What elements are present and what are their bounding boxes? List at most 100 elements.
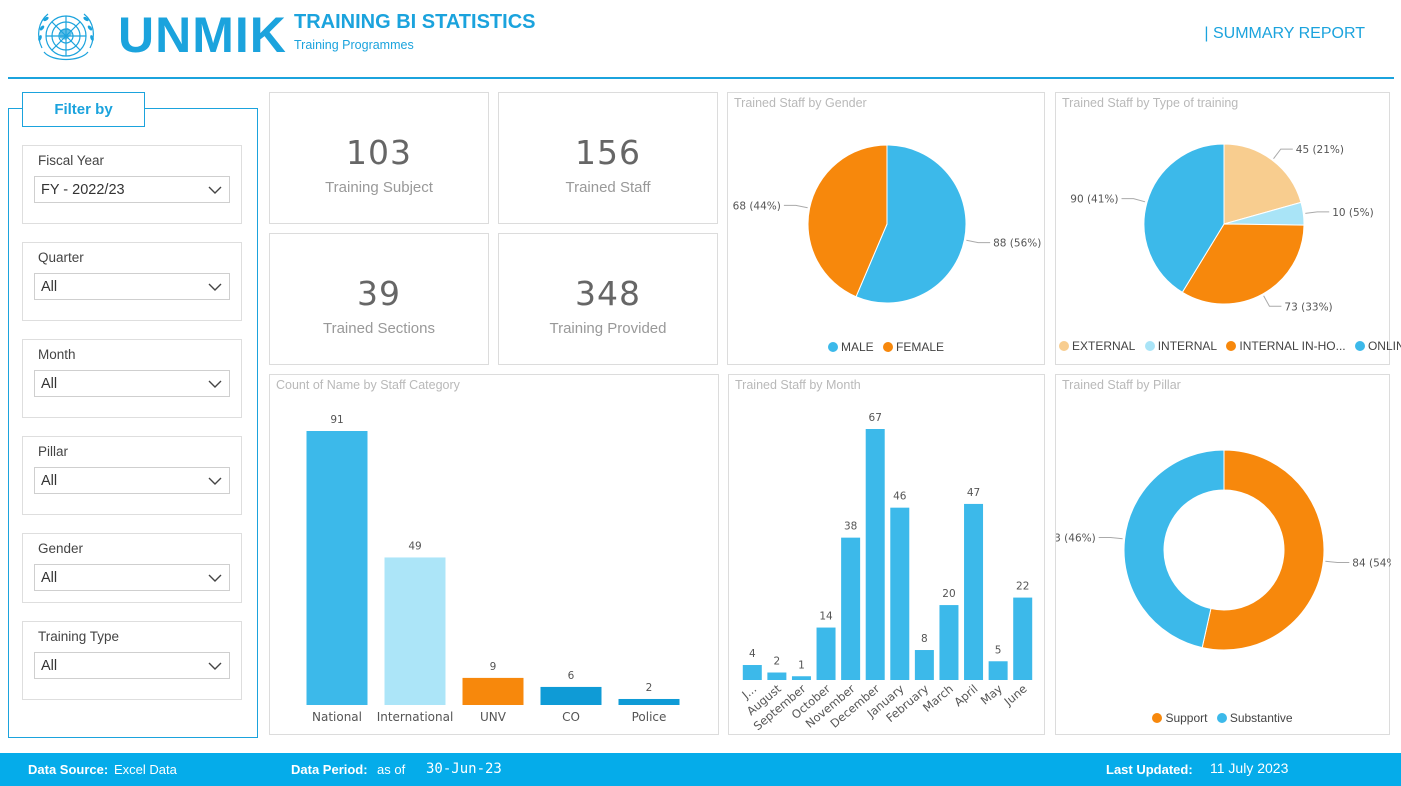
legend-item[interactable]: FEMALE bbox=[883, 340, 944, 354]
leader-line bbox=[1273, 148, 1293, 159]
pillar-dropdown[interactable]: All bbox=[34, 467, 230, 494]
chevron-down-icon bbox=[208, 380, 222, 388]
legend-item[interactable]: ONLINE bbox=[1354, 339, 1401, 353]
gender-pie-card[interactable]: Trained Staff by Gender 88 (56%) 68 (44%)… bbox=[727, 92, 1045, 365]
kpi-card-trained-staff[interactable]: 156 Trained Staff bbox=[498, 92, 718, 224]
header: UNMIK TRAINING BI STATISTICS Training Pr… bbox=[0, 0, 1401, 80]
legend-item[interactable]: Substantive bbox=[1216, 711, 1293, 725]
slicer-value: All bbox=[41, 570, 58, 586]
training-type-pie-card[interactable]: Trained Staff by Type of training 45 (21… bbox=[1055, 92, 1401, 366]
pie-slice-substantive[interactable] bbox=[1123, 449, 1225, 649]
slicer-label: Pillar bbox=[38, 444, 69, 459]
bar-june[interactable] bbox=[1013, 597, 1033, 680]
header-divider bbox=[8, 77, 1394, 79]
quarter-dropdown[interactable]: All bbox=[34, 273, 230, 300]
gender-dropdown[interactable]: All bbox=[34, 564, 230, 591]
leader-line bbox=[1263, 295, 1282, 307]
pie-slice-female[interactable] bbox=[807, 144, 888, 298]
chevron-down-icon bbox=[208, 574, 222, 582]
bar-police[interactable] bbox=[618, 698, 680, 705]
bar-august[interactable] bbox=[767, 672, 787, 680]
pie-slice-male[interactable] bbox=[855, 144, 967, 304]
slicer-label: Gender bbox=[38, 541, 84, 556]
legend-label: Support bbox=[1165, 711, 1208, 725]
training-type-slicer: Training Type All bbox=[22, 621, 242, 700]
month-bar-card[interactable]: Trained Staff by Month 4 J... 2 August 1 Sept… bbox=[728, 374, 1045, 735]
chevron-down-icon bbox=[208, 186, 222, 194]
bar-september[interactable] bbox=[791, 676, 811, 680]
pie-slice-online[interactable] bbox=[1143, 143, 1225, 293]
pie-slice-internal-in-ho-[interactable] bbox=[1181, 223, 1305, 305]
bar-march[interactable] bbox=[939, 605, 959, 680]
legend-dot-icon bbox=[1216, 713, 1227, 723]
kpi-card-training-subject[interactable]: 103 Training Subject bbox=[269, 92, 489, 224]
slicer-value: FY - 2022/23 bbox=[41, 182, 125, 198]
staff-category-bar-card[interactable]: Count of Name by Staff Category 91 Nation… bbox=[269, 374, 719, 735]
leader-line bbox=[1325, 560, 1350, 564]
legend-item[interactable]: EXTERNAL bbox=[1059, 339, 1135, 353]
pie-slice-support[interactable] bbox=[1201, 449, 1325, 651]
month-dropdown[interactable]: All bbox=[34, 370, 230, 397]
legend-label: MALE bbox=[840, 340, 874, 354]
data-period-label: Data Period: bbox=[291, 762, 368, 777]
bar-unv[interactable] bbox=[462, 677, 524, 705]
legend-label: ONLINE bbox=[1367, 339, 1401, 353]
chart-title: Trained Staff by Month bbox=[735, 378, 861, 392]
training-type-pie-chart[interactable]: 45 (21%) 10 (5%) 73 (33%) 90 (41%) bbox=[1056, 93, 1391, 366]
legend-item[interactable]: MALE bbox=[827, 340, 874, 354]
tick-label: April bbox=[951, 682, 980, 710]
chart-legend: Support Substantive bbox=[1056, 711, 1389, 725]
chevron-down-icon bbox=[208, 283, 222, 291]
bar-october[interactable] bbox=[816, 627, 836, 680]
pie-slice-external[interactable] bbox=[1223, 143, 1302, 225]
tick-label: June bbox=[1001, 682, 1030, 709]
training-type-dropdown[interactable]: All bbox=[34, 652, 230, 679]
bar-j-[interactable] bbox=[742, 665, 762, 680]
legend-label: FEMALE bbox=[896, 340, 945, 354]
slicer-value: All bbox=[41, 473, 58, 489]
last-updated-value: 11 July 2023 bbox=[1210, 760, 1289, 776]
data-period-prefix: as of bbox=[377, 762, 406, 777]
bar-international[interactable] bbox=[384, 557, 446, 705]
kpi-card-training-provided[interactable]: 348 Training Provided bbox=[498, 233, 718, 365]
legend-dot-icon bbox=[1144, 341, 1155, 351]
fiscal-year-dropdown[interactable]: FY - 2022/23 bbox=[34, 176, 230, 203]
data-label: 45 (21%) bbox=[1296, 144, 1344, 156]
data-label: 73 (33%) bbox=[1284, 301, 1332, 313]
pillar-donut-chart[interactable]: 84 (54%) 73 (46%) bbox=[1056, 375, 1391, 736]
footer-bar: Data Source: Excel Data Data Period: as … bbox=[0, 753, 1401, 786]
data-label: 8 bbox=[921, 633, 928, 645]
bar-december[interactable] bbox=[865, 429, 885, 680]
tick-label: National bbox=[312, 710, 362, 724]
legend-dot-icon bbox=[1152, 713, 1163, 723]
legend-item[interactable]: Support bbox=[1152, 711, 1207, 725]
gender-pie-chart[interactable]: 88 (56%) 68 (44%) bbox=[728, 93, 1046, 366]
legend-item[interactable]: INTERNAL bbox=[1144, 339, 1218, 353]
summary-report-link[interactable]: | SUMMARY REPORT bbox=[1204, 25, 1365, 42]
kpi-card-trained-sections[interactable]: 39 Trained Sections bbox=[269, 233, 489, 365]
bar-january[interactable] bbox=[890, 507, 910, 680]
kpi-label: Trained Sections bbox=[322, 320, 435, 337]
data-label: 38 bbox=[844, 521, 857, 533]
bar-national[interactable] bbox=[306, 431, 368, 705]
pillar-donut-card[interactable]: Trained Staff by Pillar 84 (54%) 73 (46%)… bbox=[1055, 374, 1391, 736]
bar-november[interactable] bbox=[841, 537, 861, 680]
leader-line bbox=[1121, 198, 1146, 203]
staff-category-bar-chart[interactable]: 91 National 49 International 9 UNV 6 CO 2 Police bbox=[270, 375, 720, 736]
data-source-label: Data Source: bbox=[28, 762, 109, 777]
fiscal-year-slicer: Fiscal Year FY - 2022/23 bbox=[22, 145, 242, 224]
bar-may[interactable] bbox=[988, 661, 1008, 680]
last-updated-label: Last Updated: bbox=[1106, 762, 1193, 777]
legend-label: INTERNAL bbox=[1157, 339, 1218, 353]
slicer-label: Training Type bbox=[38, 629, 120, 644]
tick-label: May bbox=[978, 681, 1005, 707]
kpi-value: 156 bbox=[575, 133, 641, 172]
bar-co[interactable] bbox=[540, 686, 602, 705]
bar-february[interactable] bbox=[914, 650, 934, 680]
filter-panel-title: Filter by bbox=[22, 92, 145, 127]
pillar-slicer: Pillar All bbox=[22, 436, 242, 515]
legend-item[interactable]: INTERNAL IN-HO... bbox=[1226, 339, 1346, 353]
bar-april[interactable] bbox=[964, 503, 984, 680]
data-label: 73 (46%) bbox=[1056, 532, 1096, 544]
month-bar-chart[interactable]: 4J...2August1September14October38Novembe… bbox=[729, 375, 1046, 736]
